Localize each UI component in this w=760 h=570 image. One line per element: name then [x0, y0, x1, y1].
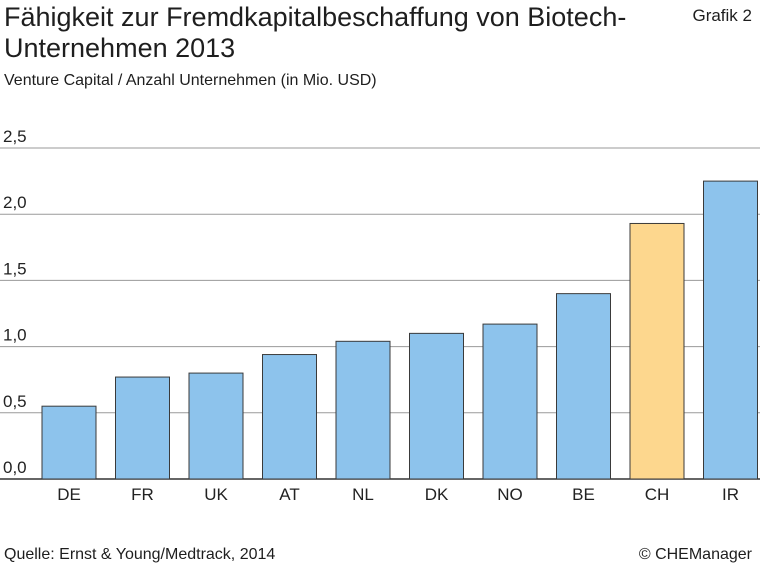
chart-title: Fähigkeit zur Fremdkapitalbeschaffung vo… [4, 2, 627, 63]
bars [41, 180, 758, 480]
bar-nl [335, 340, 391, 480]
x-axis-tick-labels: DE FR UK AT NL DK NO BE CH IR [57, 485, 739, 504]
x-tick-label: AT [279, 485, 299, 504]
x-tick-label: CH [645, 485, 670, 504]
y-axis-tick-labels: 0,0 0,5 1,0 1,5 2,0 2,5 [3, 127, 27, 477]
bar-uk [188, 372, 244, 480]
figure-number-label: Grafik 2 [692, 6, 752, 25]
bar-ir [703, 180, 758, 480]
bar-ch [629, 222, 685, 480]
y-tick-label: 0,5 [3, 392, 27, 411]
x-tick-label: DE [57, 485, 81, 504]
source-note: Quelle: Ernst & Young/Medtrack, 2014 [4, 546, 276, 563]
bar-at [262, 354, 317, 480]
x-tick-label: NO [497, 485, 523, 504]
y-tick-label: 1,0 [3, 326, 27, 345]
x-tick-label: FR [131, 485, 154, 504]
y-tick-label: 2,0 [3, 193, 27, 212]
x-tick-label: NL [352, 485, 374, 504]
x-tick-label: IR [722, 485, 739, 504]
bar-no [482, 323, 538, 480]
y-tick-label: 0,0 [3, 458, 27, 477]
chart-subtitle: Venture Capital / Anzahl Unternehmen (in… [4, 72, 377, 89]
x-tick-label: UK [204, 485, 228, 504]
x-tick-label: DK [425, 485, 449, 504]
bar-be [556, 293, 611, 480]
bar-fr [115, 376, 170, 480]
y-tick-label: 1,5 [3, 259, 27, 278]
bar-chart: 0,0 0,5 1,0 1,5 2,0 2,5 DE FR UK AT NL DK NO BE CH IR [0, 127, 760, 504]
bar-dk [409, 332, 464, 480]
x-tick-label: BE [572, 485, 595, 504]
copyright-note: © CHEManager [638, 546, 752, 563]
bar-de [41, 405, 97, 480]
y-tick-label: 2,5 [3, 127, 27, 146]
